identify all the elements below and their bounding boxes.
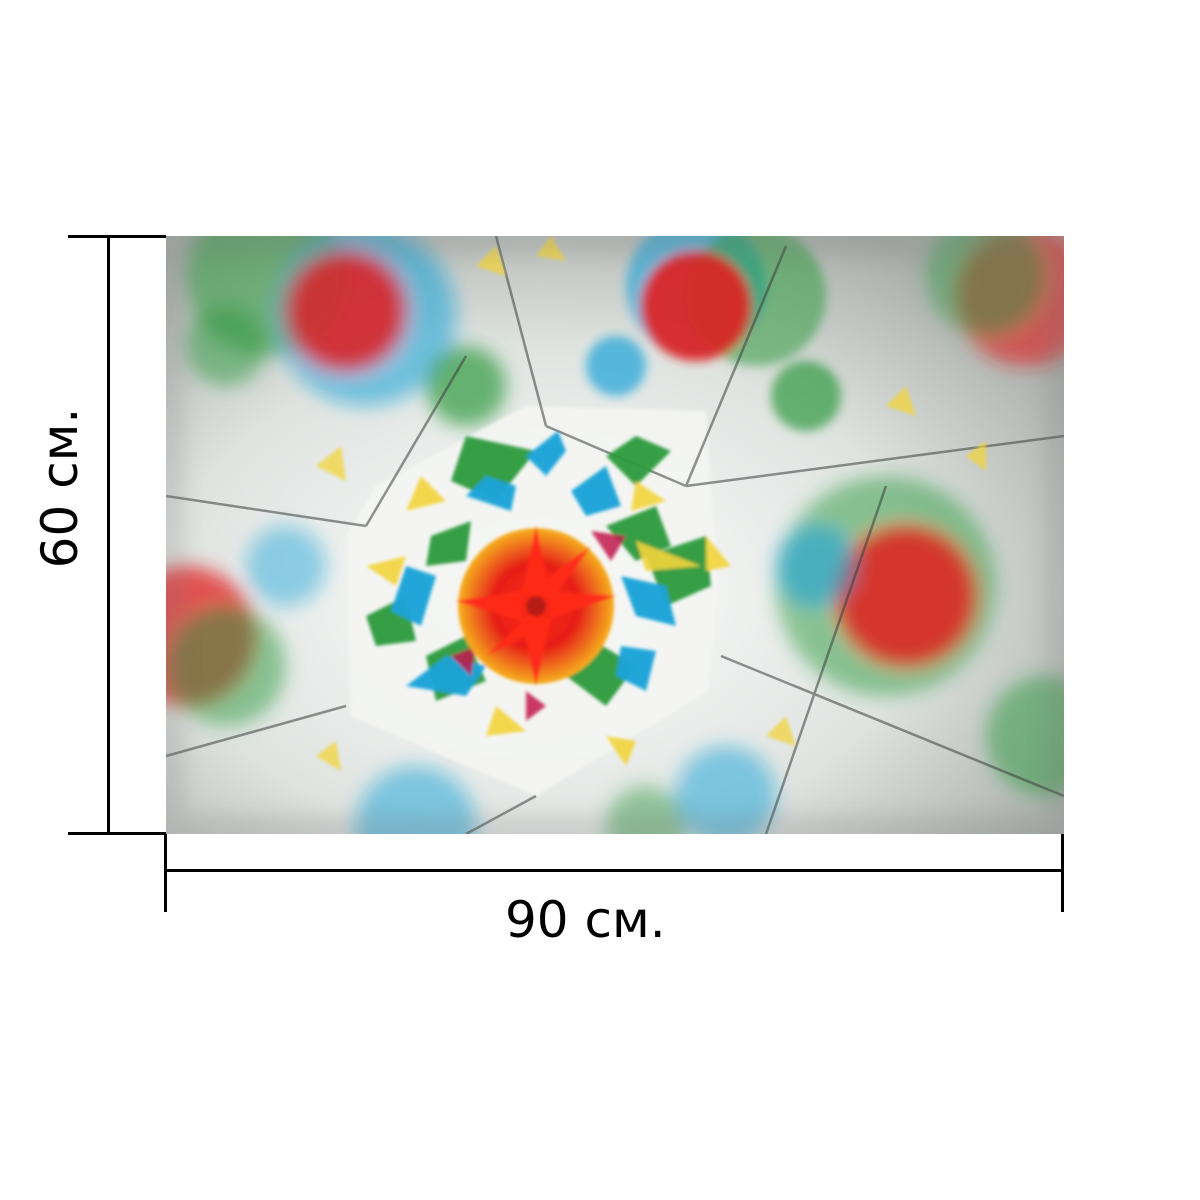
red-rays: [456, 526, 616, 686]
width-dimension-cap-left: [164, 834, 167, 912]
blurred-flower-left: [166, 526, 326, 726]
height-dimension-cap-bottom: [68, 832, 166, 835]
green-petals: [366, 436, 711, 706]
width-dimension-cap-right: [1061, 834, 1064, 912]
blurred-flower-right: [776, 236, 1064, 696]
center-flower: [366, 431, 731, 766]
yellow-petals: [366, 476, 731, 766]
height-dimension-line: [107, 236, 110, 834]
kaleidoscope-image: [166, 236, 1064, 834]
blurred-flower-top-center: [586, 236, 841, 431]
magenta-accents: [451, 531, 626, 721]
mirror-seams: [166, 236, 1064, 834]
height-dimension-cap-top: [68, 235, 166, 238]
height-label: 60 см.: [31, 407, 89, 569]
width-label: 90 см.: [505, 891, 666, 949]
blurred-flower-top-left: [186, 236, 506, 426]
kaleidoscope-print: [166, 236, 1064, 834]
width-dimension-line: [166, 869, 1064, 872]
